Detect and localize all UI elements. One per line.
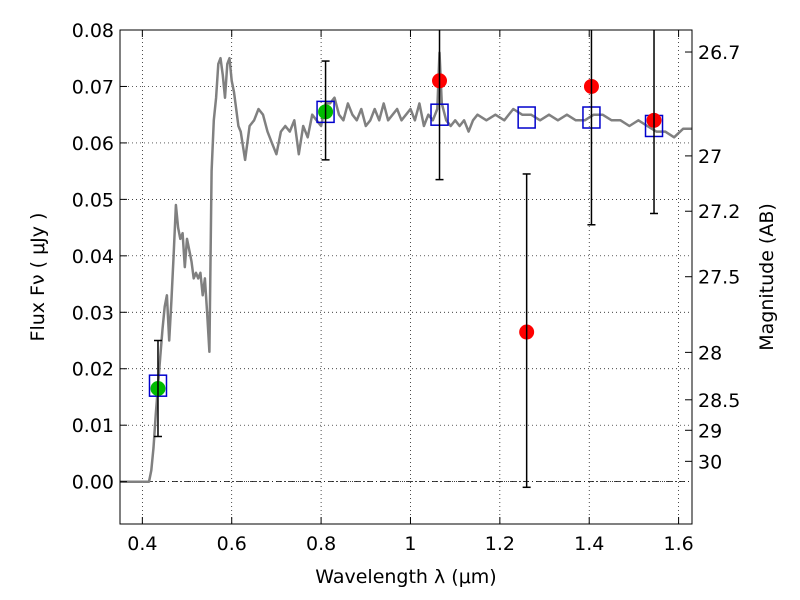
x-tick-label: 1.6 xyxy=(663,533,693,555)
red-photometry-points xyxy=(432,73,662,340)
x-tick-label: 1 xyxy=(404,533,416,555)
magnitude-tick-label: 27.5 xyxy=(698,267,740,289)
y-tick-label: 0.04 xyxy=(72,246,114,268)
model-point-square xyxy=(517,106,536,129)
y-tick-label: 0.07 xyxy=(72,76,114,98)
magnitude-tick-label: 28.5 xyxy=(698,390,740,412)
magnitude-tick-label: 29 xyxy=(698,420,722,442)
y-tick-label: 0.00 xyxy=(72,472,114,494)
magnitude-tick-label: 27 xyxy=(698,146,722,168)
axis-ticks xyxy=(120,29,692,524)
y-tick-label: 0.08 xyxy=(72,20,114,42)
model-point-markers xyxy=(148,100,664,397)
model-spectrum-line xyxy=(120,51,692,483)
x-tick-label: 1.4 xyxy=(574,533,604,555)
plot-content xyxy=(120,51,692,483)
x-tick-label: 0.4 xyxy=(127,533,157,555)
green-photometry-points xyxy=(150,104,334,397)
y-tick-label: 0.06 xyxy=(72,133,114,155)
y-tick-labels: 0.00 0.01 0.02 0.03 0.04 0.05 0.06 0.07 0.08 xyxy=(72,20,114,494)
y-tick-label: 0.02 xyxy=(72,359,114,381)
magnitude-tick-label: 27.2 xyxy=(698,201,740,223)
y-tick-label: 0.03 xyxy=(72,302,114,324)
x-axis-label: Wavelength λ (μm) xyxy=(315,566,496,588)
y-tick-label: 0.05 xyxy=(72,189,114,211)
y-axis-label: Flux Fν ( μJy ) xyxy=(27,213,49,342)
magnitude-tick-label: 28 xyxy=(698,342,722,364)
grid-lines xyxy=(120,29,692,524)
x-tick-label: 1.2 xyxy=(485,533,515,555)
x-tick-label: 0.6 xyxy=(217,533,247,555)
magnitude-tick-labels: 26.7 27 27.2 27.5 28 28.5 29 30 xyxy=(698,42,740,473)
x-tick-label: 0.8 xyxy=(306,533,336,555)
magnitude-tick-label: 26.7 xyxy=(698,42,740,64)
x-tick-labels: 0.4 0.6 0.8 1 1.2 1.4 1.6 xyxy=(127,533,693,555)
magnitude-tick-label: 30 xyxy=(698,451,722,473)
error-bars xyxy=(153,30,659,489)
magnitude-axis-label: Magnitude (AB) xyxy=(756,203,778,351)
plot-frame xyxy=(119,29,693,525)
y-tick-label: 0.01 xyxy=(72,415,114,437)
